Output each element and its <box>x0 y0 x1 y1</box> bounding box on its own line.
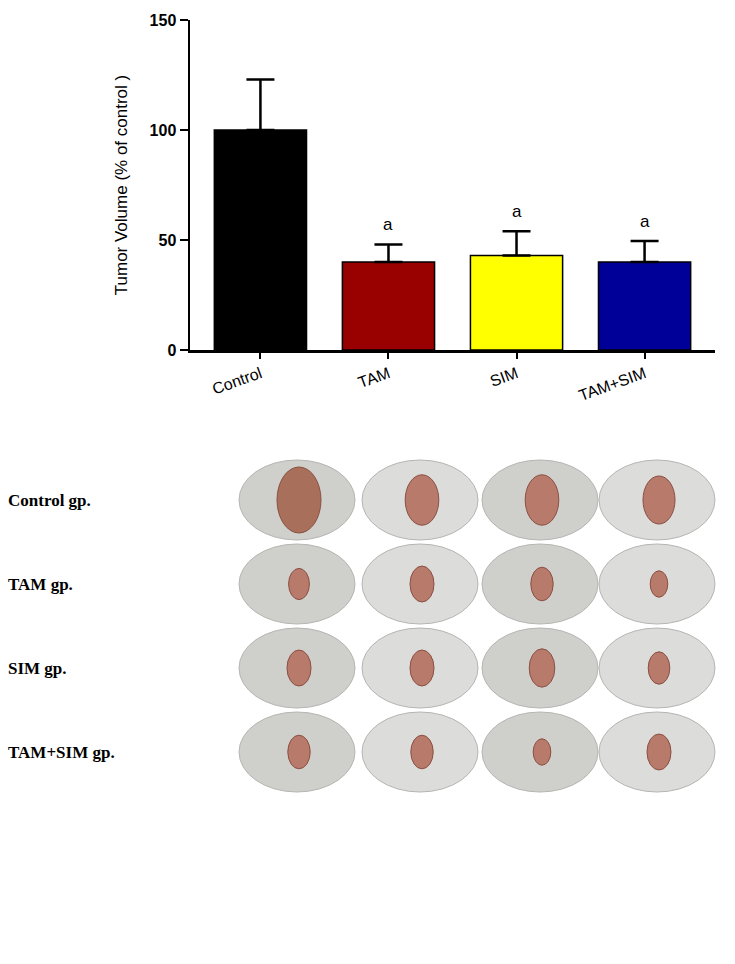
svg-text:a: a <box>512 202 522 221</box>
svg-text:TAM+SIM gp.: TAM+SIM gp. <box>8 743 115 762</box>
svg-text:100: 100 <box>150 122 177 139</box>
svg-text:SIM gp.: SIM gp. <box>8 659 67 678</box>
svg-text:TAM gp.: TAM gp. <box>8 575 73 594</box>
svg-text:TAM+SIM: TAM+SIM <box>576 364 648 404</box>
svg-text:Control: Control <box>210 364 264 398</box>
svg-text:150: 150 <box>150 12 177 29</box>
svg-text:Control gp.: Control gp. <box>8 491 91 510</box>
svg-text:50: 50 <box>159 232 177 249</box>
svg-text:Tumor Volume (% of control ): Tumor Volume (% of control ) <box>112 75 131 295</box>
svg-text:SIM: SIM <box>488 364 521 390</box>
svg-text:TAM: TAM <box>356 364 392 391</box>
svg-text:a: a <box>383 215 393 234</box>
svg-text:0: 0 <box>167 342 176 359</box>
svg-text:a: a <box>640 212 650 231</box>
